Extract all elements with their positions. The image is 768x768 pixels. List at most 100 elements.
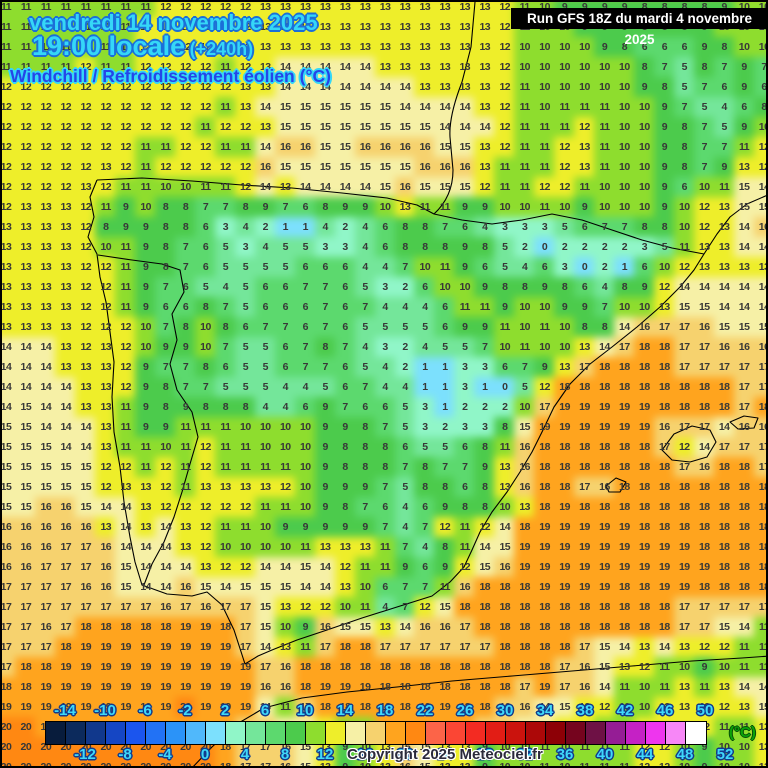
grid-value: 15	[40, 461, 52, 473]
grid-value: 12	[599, 701, 610, 713]
grid-value: 11	[120, 421, 132, 433]
grid-value: 11	[300, 641, 311, 653]
grid-value: 18	[519, 661, 531, 673]
grid-value: 12	[220, 561, 231, 573]
grid-value: 16	[160, 601, 171, 613]
grid-value: 10	[619, 101, 630, 113]
grid-value: 15	[40, 441, 52, 453]
grid-value: 18	[659, 461, 670, 473]
grid-value: 8	[162, 401, 169, 413]
grid-value: 6	[202, 221, 209, 233]
grid-value: 15	[0, 481, 12, 493]
grid-value: 19	[639, 541, 650, 553]
grid-value: 13	[758, 741, 766, 753]
grid-value: 13	[259, 61, 271, 73]
grid-value: 18	[619, 501, 630, 513]
grid-value: 15	[359, 121, 371, 133]
grid-value: 11	[519, 161, 531, 173]
grid-value: 6	[302, 261, 309, 273]
grid-value: 14	[339, 181, 351, 193]
grid-value: 18	[399, 681, 411, 693]
grid-value: 17	[140, 601, 152, 613]
grid-value: 10	[299, 481, 311, 493]
grid-value: 17	[259, 761, 271, 768]
grid-value: 8	[661, 1, 668, 13]
grid-value: 14	[60, 441, 72, 453]
grid-value: 12	[80, 81, 92, 93]
grid-value: 7	[522, 361, 528, 373]
grid-value: 13	[60, 281, 72, 293]
grid-value: 13	[399, 41, 411, 53]
grid-value: 15	[20, 481, 32, 493]
grid-value: 10	[678, 201, 690, 213]
grid-value: 13	[259, 81, 271, 93]
grid-value: 10	[758, 121, 766, 133]
grid-value: 13	[579, 141, 590, 153]
grid-value: 14	[279, 561, 291, 573]
grid-value: 11	[459, 301, 471, 313]
grid-value: 13	[479, 81, 491, 93]
grid-value: 6	[262, 301, 269, 313]
grid-value: 16	[180, 581, 191, 593]
grid-value: 17	[718, 361, 730, 373]
grid-value: 8	[422, 461, 428, 473]
grid-value: 5	[362, 361, 368, 373]
grid-value: 12	[639, 721, 650, 733]
grid-value: 6	[382, 401, 388, 413]
grid-value: 14	[339, 61, 351, 73]
grid-value: 18	[698, 541, 710, 553]
grid-value: 15	[299, 161, 311, 173]
grid-value: 9	[143, 281, 149, 293]
grid-value: 12	[479, 181, 491, 193]
grid-value: 15	[559, 701, 570, 713]
grid-value: 5	[362, 321, 368, 333]
grid-value: 14	[60, 401, 72, 413]
grid-value: 13	[379, 41, 391, 53]
grid-value: 11	[519, 121, 531, 133]
grid-value: 11	[719, 181, 730, 193]
grid-value: 13	[240, 101, 251, 113]
grid-value: 7	[761, 61, 767, 73]
grid-value: 7	[402, 601, 408, 613]
grid-value: 13	[60, 341, 72, 353]
grid-value: 14	[0, 401, 12, 413]
grid-value: 16	[359, 141, 371, 153]
grid-value: 12	[60, 141, 72, 153]
grid-value: 18	[499, 641, 511, 653]
grid-value: 13	[319, 1, 331, 13]
grid-value: 9	[621, 1, 628, 13]
grid-value: 5	[242, 361, 249, 373]
grid-value: 10	[678, 761, 690, 768]
grid-value: 9	[342, 741, 348, 753]
grid-value: 5	[242, 301, 249, 313]
grid-value: 8	[402, 221, 408, 233]
grid-value: 1	[442, 381, 448, 393]
grid-value: 12	[200, 101, 211, 113]
grid-value: 3	[422, 401, 428, 413]
grid-value: 4	[482, 221, 488, 233]
grid-value: 8	[701, 1, 708, 13]
grid-value: 10	[599, 61, 610, 73]
grid-value: 8	[641, 1, 648, 13]
grid-value: 12	[120, 161, 132, 173]
grid-value: 10	[180, 181, 191, 193]
grid-value: 15	[60, 481, 72, 493]
grid-value: 17	[0, 621, 12, 633]
grid-value: 11	[200, 121, 211, 133]
grid-value: 14	[599, 341, 610, 353]
grid-value: 20	[20, 761, 32, 768]
grid-value: 6	[342, 361, 348, 373]
grid-value: 12	[40, 181, 52, 193]
grid-value: 16	[40, 521, 52, 533]
grid-value: 16	[259, 681, 271, 693]
grid-value: 8	[322, 201, 329, 213]
grid-value: 12	[678, 721, 690, 733]
grid-value: 7	[322, 321, 329, 333]
grid-value: 9	[322, 501, 329, 513]
grid-value: 7	[601, 301, 608, 313]
grid-value: 11	[220, 101, 231, 113]
grid-value: 11	[459, 541, 471, 553]
grid-value: 15	[319, 121, 331, 133]
grid-value: 8	[641, 221, 648, 233]
